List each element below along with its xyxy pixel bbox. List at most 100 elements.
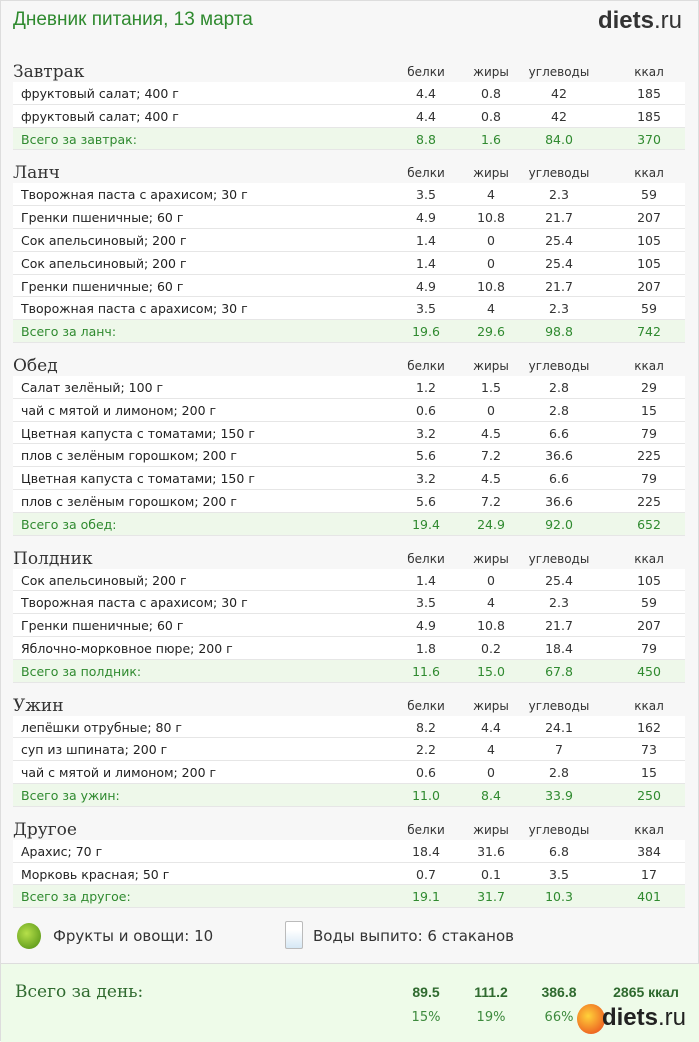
- food-name: Творожная паста с арахисом; 30 г: [21, 301, 248, 317]
- section-title: Обед: [13, 355, 58, 376]
- nutrient-value: 3.2: [416, 471, 436, 487]
- food-name: Яблочно-морковное пюре; 200 г: [21, 640, 233, 656]
- nutrient-value: 105: [637, 572, 661, 588]
- table-row[interactable]: плов с зелёным горошком; 200 г 5.6 7.2 36.6…: [13, 489, 685, 513]
- section-title: Завтрак: [13, 62, 85, 82]
- table-row[interactable]: Арахис; 70 г 18.4 31.6 6.8 384: [13, 839, 685, 863]
- column-header: углеводы: [528, 65, 590, 79]
- nutrient-value: 7: [555, 742, 563, 758]
- nutrient-value: 5.6: [416, 448, 436, 464]
- table-row[interactable]: лепёшки отрубные; 80 г 8.2 4.4 24.1 162: [13, 715, 685, 739]
- column-header: углеводы: [528, 822, 590, 837]
- total-value: 370: [637, 131, 661, 147]
- table-row[interactable]: Сок апельсиновый; 200 г 1.4 0 25.4 105: [13, 568, 685, 592]
- total-value: 11.6: [412, 663, 440, 679]
- table-row[interactable]: Сок апельсиновый; 200 г 1.4 0 25.4 105: [13, 228, 685, 252]
- nutrient-value: 207: [637, 278, 661, 294]
- nutrient-value: 0: [487, 572, 495, 588]
- total-value: 11.0: [412, 787, 440, 803]
- total-value: 8.4: [481, 787, 501, 803]
- total-value: 24.9: [477, 516, 505, 532]
- nutrient-value: 42: [551, 108, 567, 124]
- nutrient-value: 2.8: [549, 379, 569, 395]
- table-row[interactable]: Творожная паста с арахисом; 30 г 3.5 4 2.3 5…: [13, 297, 685, 321]
- section-total-row: Всего за другое: 19.1 31.7 10.3 401: [13, 885, 685, 909]
- nutrient-value: 105: [637, 232, 661, 248]
- total-label: Всего за ланч:: [21, 324, 117, 340]
- column-header: углеводы: [528, 698, 590, 713]
- nutrient-value: 3.5: [549, 866, 569, 882]
- day-carbs: 386.8: [541, 984, 577, 1000]
- total-label: Всего за завтрак:: [21, 131, 137, 147]
- nutrient-value: 31.6: [477, 843, 505, 859]
- table-row[interactable]: Гренки пшеничные; 60 г 4.9 10.8 21.7 207: [13, 206, 685, 229]
- total-value: 15.0: [477, 663, 505, 679]
- total-value: 67.8: [545, 663, 573, 679]
- nutrient-value: 42: [551, 86, 567, 101]
- day-fat-pct: 19%: [476, 1010, 506, 1025]
- nutrient-value: 1.8: [416, 640, 436, 656]
- nutrient-value: 2.2: [416, 742, 436, 758]
- table-row[interactable]: Гренки пшеничные; 60 г 4.9 10.8 21.7 207: [13, 274, 685, 298]
- total-label: Всего за обед:: [21, 516, 117, 532]
- table-row[interactable]: чай с мятой и лимоном; 200 г 0.6 0 2.8 15: [13, 761, 685, 784]
- footer-logo[interactable]: diets.ru: [602, 1004, 686, 1032]
- nutrient-value: 0.1: [481, 866, 501, 882]
- table-row[interactable]: чай с мятой и лимоном; 200 г 0.6 0 2.8 15: [13, 398, 685, 422]
- nutrient-value: 225: [637, 493, 661, 509]
- nutrient-value: 0.7: [416, 866, 436, 882]
- nutrient-value: 59: [641, 301, 657, 317]
- food-name: Гренки пшеничные; 60 г: [21, 618, 184, 634]
- nutrient-value: 18.4: [545, 640, 573, 656]
- nutrient-value: 4.4: [481, 719, 501, 735]
- column-header: жиры: [473, 166, 509, 181]
- table-row[interactable]: плов с зелёным горошком; 200 г 5.6 7.2 36.6…: [13, 444, 685, 468]
- nutrient-value: 207: [637, 210, 661, 226]
- total-label: Всего за ужин:: [21, 787, 120, 803]
- column-header: белки: [407, 822, 445, 837]
- nutrient-value: 4.9: [416, 278, 436, 294]
- table-row[interactable]: Цветная капуста с томатами; 150 г 3.2 4.5 6…: [13, 467, 685, 490]
- table-row[interactable]: Морковь красная; 50 г 0.7 0.1 3.5 17: [13, 862, 685, 886]
- nutrient-value: 1.4: [416, 572, 436, 588]
- logo-main: diets: [597, 7, 654, 34]
- nutrient-value: 25.4: [545, 572, 573, 588]
- column-header: белки: [407, 698, 445, 713]
- nutrient-value: 4.5: [481, 471, 501, 487]
- nutrient-value: 4.9: [416, 618, 436, 634]
- table-row[interactable]: Цветная капуста с томатами; 150 г 3.2 4.5 6…: [13, 421, 685, 445]
- table-row[interactable]: фруктовый салат; 400 г 4.4 0.8 42 185: [13, 104, 685, 128]
- table-row[interactable]: Творожная паста с арахисом; 30 г 3.5 4 2.3 5…: [13, 591, 685, 615]
- nutrient-value: 0.8: [481, 108, 501, 124]
- column-header: ккал: [634, 166, 664, 181]
- total-value: 10.3: [545, 889, 573, 905]
- table-row[interactable]: Яблочно-морковное пюре; 200 г 1.8 0.2 18.4 7…: [13, 636, 685, 660]
- column-header: жиры: [473, 822, 509, 837]
- nutrient-value: 384: [637, 843, 661, 859]
- site-logo[interactable]: diets.ru: [598, 7, 682, 35]
- table-row[interactable]: Салат зелёный; 100 г 1.2 1.5 2.8 29: [13, 375, 685, 399]
- logo-tld: .ru: [653, 7, 682, 34]
- nutrient-value: 15: [641, 402, 657, 418]
- table-row[interactable]: Творожная паста с арахисом; 30 г 3.5 4 2.3 5…: [13, 183, 685, 207]
- day-carbs-pct: 66%: [544, 1010, 574, 1025]
- day-protein: 89.5: [412, 984, 440, 1000]
- table-row[interactable]: фруктовый салат; 400 г 4.4 0.8 42 185: [13, 82, 685, 105]
- nutrient-value: 15: [641, 765, 657, 781]
- nutrient-value: 2.3: [549, 301, 569, 317]
- nutrient-value: 4: [487, 301, 495, 317]
- total-value: 19.1: [412, 889, 440, 905]
- column-header: ккал: [634, 698, 664, 713]
- nutrient-value: 10.8: [477, 210, 505, 226]
- nutrient-value: 5.6: [416, 493, 436, 509]
- column-header: белки: [407, 65, 445, 79]
- table-row[interactable]: Сок апельсиновый; 200 г 1.4 0 25.4 105: [13, 251, 685, 275]
- table-row[interactable]: Гренки пшеничные; 60 г 4.9 10.8 21.7 207: [13, 614, 685, 637]
- nutrient-value: 4.9: [416, 210, 436, 226]
- nutrient-value: 225: [637, 448, 661, 464]
- column-header: углеводы: [528, 551, 590, 566]
- footer-logo-main: diets: [601, 1004, 658, 1031]
- table-row[interactable]: суп из шпината; 200 г 2.2 4 7 73: [13, 738, 685, 762]
- food-name: чай с мятой и лимоном; 200 г: [21, 402, 217, 418]
- nutrient-value: 6.6: [549, 471, 569, 487]
